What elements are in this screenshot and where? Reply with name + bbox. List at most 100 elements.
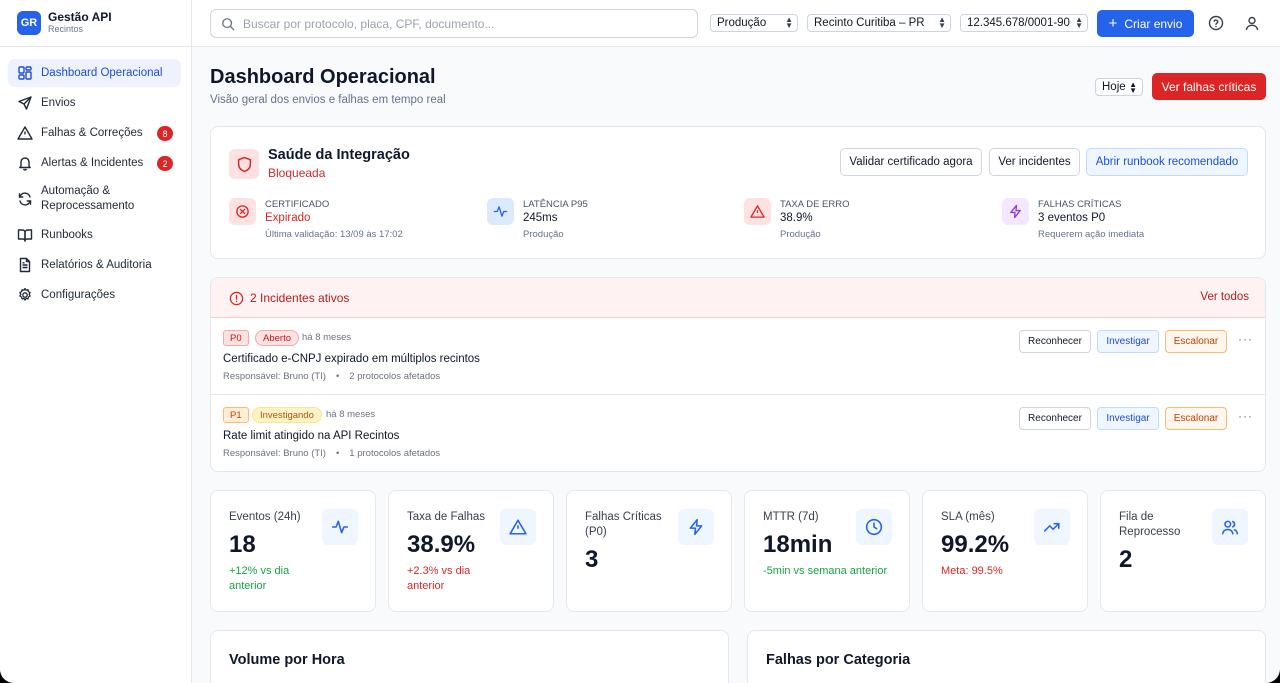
sidebar-item-relatorios[interactable]: Relatórios & Auditoria: [8, 251, 181, 279]
kpi-note: -5min vs semana anterior: [763, 565, 888, 577]
alertas-count-badge: 2: [157, 156, 173, 171]
health-status: Bloqueada: [268, 166, 326, 180]
more-options-icon[interactable]: ···: [1238, 409, 1253, 423]
clock-icon: [856, 509, 892, 545]
sidebar-item-dashboard[interactable]: Dashboard Operacional: [8, 59, 181, 87]
incident-affected: 1 protocolos afetados: [349, 448, 441, 459]
kpi-label: Fila de Reprocesso: [1119, 511, 1181, 538]
users-icon: [1212, 509, 1248, 545]
kpi-value: 3: [585, 546, 599, 573]
create-shipment-button[interactable]: + Criar envio: [1097, 10, 1194, 37]
brand[interactable]: GR Gestão API Recintos: [0, 0, 191, 47]
incident-owner: Responsável: Bruno (TI): [223, 448, 326, 459]
sidebar-item-configuracoes[interactable]: Configurações: [8, 281, 181, 309]
metric-label: Taxa de Erro: [780, 199, 850, 210]
metric-note: Produção: [780, 229, 821, 240]
kpi-value: 18min: [763, 531, 833, 558]
meta-separator: •: [335, 448, 340, 459]
kpi-card-events: Eventos (24h) 18 +12% vs dia anterior: [210, 490, 376, 612]
acknowledge-button[interactable]: Reconhecer: [1019, 407, 1091, 430]
incident-time: há 8 meses: [302, 332, 352, 343]
integration-health-card: Saúde da Integração Bloqueada Validar ce…: [210, 126, 1266, 259]
search-input[interactable]: [243, 16, 663, 31]
user-icon[interactable]: [1244, 15, 1260, 31]
trending-up-icon: [1034, 509, 1070, 545]
topbar: Produção ▲▼ Recinto Curitiba – PR ▲▼ 12.…: [192, 0, 1280, 47]
sidebar-nav: Dashboard Operacional Envios Falhas & Co…: [0, 47, 191, 309]
critical-failures-button[interactable]: Ver falhas críticas: [1152, 73, 1266, 100]
investigate-button[interactable]: Investigar: [1097, 330, 1159, 353]
priority-badge: P1: [223, 407, 249, 423]
status-badge: Aberto: [255, 330, 299, 346]
metric-critical-failures: Falhas Críticas 3 eventos P0 Requerem aç…: [1002, 198, 1242, 242]
kpi-card-mttr: MTTR (7d) 18min -5min vs semana anterior: [744, 490, 910, 612]
kpi-card-sla: SLA (mês) 99.2% Meta: 99.5%: [922, 490, 1088, 612]
brand-title: Gestão API: [48, 10, 112, 24]
escalate-button[interactable]: Escalonar: [1165, 407, 1227, 430]
see-all-incidents-link[interactable]: Ver todos: [1200, 291, 1249, 303]
period-value: Hoje: [1102, 81, 1126, 93]
metric-value: 245ms: [523, 212, 558, 224]
metric-latency: Latência P95 245ms Produção: [487, 198, 727, 242]
acknowledge-button[interactable]: Reconhecer: [1019, 330, 1091, 353]
help-icon[interactable]: [1208, 15, 1224, 31]
kpi-label: Falhas Críticas (P0): [585, 511, 662, 538]
bell-icon: [17, 155, 33, 171]
cnpj-select[interactable]: 12.345.678/0001-90 ▲ ▼: [960, 14, 1088, 32]
alert-triangle-icon: [500, 509, 536, 545]
incident-title: Certificado e-CNPJ expirado em múltiplos…: [223, 353, 480, 365]
search-icon: [221, 17, 243, 31]
refresh-icon: [17, 191, 33, 207]
incident-meta: Responsável: Bruno (TI) • 1 protocolos afe…: [223, 448, 440, 459]
kpi-value: 2: [1119, 546, 1133, 573]
shield-icon: [229, 149, 259, 179]
metric-note: Produção: [523, 229, 564, 240]
failures-by-category-card: Falhas por Categoria: [747, 630, 1266, 683]
activity-icon: [487, 198, 514, 225]
chevron-updown-icon: ▲ ▼: [785, 15, 793, 30]
metric-value: 38.9%: [780, 212, 813, 224]
kpi-note: +12% vs dia anterior: [229, 565, 290, 592]
sidebar-item-alertas[interactable]: Alertas & Incidentes 2: [8, 149, 181, 177]
environment-select[interactable]: Produção ▲ ▼: [710, 14, 798, 32]
more-options-icon[interactable]: ···: [1238, 332, 1253, 346]
sidebar-item-falhas[interactable]: Falhas & Correções 8: [8, 119, 181, 147]
sidebar-item-runbooks[interactable]: Runbooks: [8, 221, 181, 249]
metric-note: Última validação: 13/09 às 17:02: [265, 229, 403, 240]
incident-time: há 8 meses: [326, 409, 376, 420]
brand-subtitle: Recintos: [48, 24, 84, 34]
investigate-button[interactable]: Investigar: [1097, 407, 1159, 430]
location-select[interactable]: Recinto Curitiba – PR ▲ ▼: [807, 14, 951, 32]
search-box[interactable]: [210, 9, 698, 38]
kpi-value: 38.9%: [407, 531, 476, 558]
sidebar-item-label: Alertas & Incidentes: [41, 157, 144, 169]
escalate-button[interactable]: Escalonar: [1165, 330, 1227, 353]
warning-icon: [17, 125, 33, 141]
kpi-label: MTTR (7d): [763, 511, 819, 523]
view-incidents-button[interactable]: Ver incidentes: [989, 148, 1080, 176]
sidebar-item-automacao[interactable]: Automação & Reprocessamento: [8, 179, 181, 219]
chevron-updown-icon: ▲ ▼: [1075, 15, 1083, 30]
incident-row[interactable]: P0 Aberto há 8 meses Certificado e-CNPJ …: [211, 318, 1265, 395]
environment-value: Produção: [717, 17, 767, 29]
volume-by-hour-card: Volume por Hora: [210, 630, 729, 683]
main-content: Dashboard Operacional Visão geral dos en…: [192, 47, 1280, 683]
kpi-card-failure-rate: Taxa de Falhas 38.9% +2.3% vs dia anteri…: [388, 490, 554, 612]
plus-icon: +: [1108, 14, 1118, 32]
volume-chart-title: Volume por Hora: [229, 652, 345, 668]
open-runbook-button[interactable]: Abrir runbook recomendado: [1086, 148, 1248, 176]
kpi-note: Meta: 99.5%: [941, 565, 1003, 577]
incident-row[interactable]: P1 Investigando há 8 meses Rate limit at…: [211, 395, 1265, 471]
send-icon: [17, 95, 33, 111]
x-circle-icon: [229, 198, 256, 225]
kpi-label: Eventos (24h): [229, 511, 301, 523]
sidebar: GR Gestão API Recintos Dashboard Operaci…: [0, 0, 192, 683]
page-subtitle: Visão geral dos envios e falhas em tempo…: [210, 94, 446, 106]
validate-certificate-button[interactable]: Validar certificado agora: [840, 148, 982, 176]
sidebar-item-envios[interactable]: Envios: [8, 89, 181, 117]
status-badge: Investigando: [252, 407, 322, 423]
period-select[interactable]: Hoje ▲ ▼: [1095, 78, 1143, 96]
incident-owner: Responsável: Bruno (TI): [223, 371, 326, 382]
sidebar-item-label: Dashboard Operacional: [41, 67, 163, 79]
kpi-card-reprocess-queue: Fila de Reprocesso 2: [1100, 490, 1266, 612]
